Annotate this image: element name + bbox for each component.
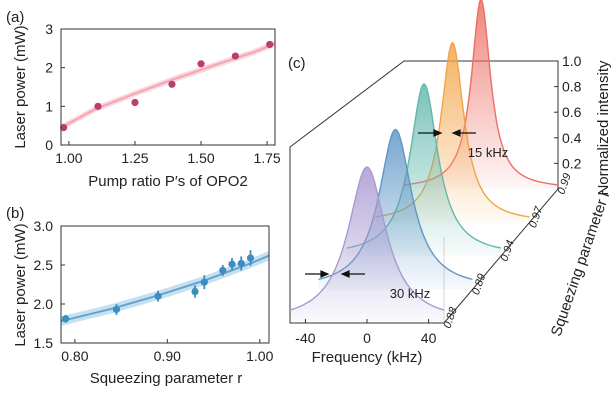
panel-c-x-ticks: -40 0 40 xyxy=(295,319,437,346)
a-band-area xyxy=(61,40,275,131)
data-point xyxy=(60,124,68,132)
data-point xyxy=(231,52,239,60)
panel-c: (c) -40 0 40 0.20.40.60.81.0 0.880.890.940… xyxy=(288,0,613,366)
spectrum-fill-r-0.88 xyxy=(290,167,444,323)
panel-b-points xyxy=(62,250,255,323)
data-point xyxy=(246,254,255,262)
r-tick-label: 0.97 xyxy=(527,204,546,229)
data-point xyxy=(191,287,199,296)
y-tick-label: 2 xyxy=(45,60,53,76)
z-tick-label: 0.6 xyxy=(562,104,582,120)
panel-b: (b) 0.80 0.90 1.00 1.5 2.0 2.5 3.0 Squeezing … xyxy=(6,205,274,387)
panel-a-y-ticks: 0 1 2 3 xyxy=(45,21,65,153)
x-tick-label: 0.80 xyxy=(61,348,88,364)
x-tick-label: 0 xyxy=(363,330,371,346)
panel-c-curves xyxy=(289,0,559,323)
panel-a-fit-band xyxy=(61,40,275,131)
data-point xyxy=(62,315,70,323)
r-tick-label: 0.89 xyxy=(470,272,488,296)
x-tick-label: 0.90 xyxy=(154,348,181,364)
spectrum-line-r-0.88 xyxy=(289,166,445,311)
spectrum-fill-r-0.97 xyxy=(375,42,530,223)
y-tick-label: 1.5 xyxy=(34,335,54,351)
panel-c-r-label: Squeezing parameter r xyxy=(548,189,613,339)
panel-b-y-ticks: 1.5 2.0 2.5 3.0 xyxy=(34,218,65,351)
z-tick-label: 0.2 xyxy=(562,155,582,171)
a-fit-curve xyxy=(60,42,276,129)
b-band-area xyxy=(61,250,269,326)
data-point xyxy=(219,266,227,275)
x-tick-label: 1.25 xyxy=(121,150,148,166)
data-point xyxy=(197,60,205,68)
data-point xyxy=(200,278,208,286)
panel-b-frame xyxy=(60,225,270,344)
y-tick-label: 1 xyxy=(45,98,53,114)
b-fit-curve xyxy=(60,254,270,323)
linewidth-arrows-30khz xyxy=(305,270,365,278)
data-point xyxy=(112,305,121,314)
x-tick-label: -40 xyxy=(295,330,315,346)
panel-b-x-label: Squeezing parameter r xyxy=(90,370,243,387)
y-tick-label: 0 xyxy=(45,137,53,153)
panel-a-frame xyxy=(60,28,276,146)
r-tick-label: 0.94 xyxy=(498,239,516,263)
x-tick-label: 1.75 xyxy=(253,150,280,166)
annotation-15khz: 15 kHz xyxy=(468,145,508,160)
y-tick-label: 3 xyxy=(45,21,53,37)
data-point xyxy=(154,292,162,300)
y-tick-label: 2.0 xyxy=(34,296,54,312)
data-point xyxy=(237,259,245,268)
panel-b-y-label: Laser power (mW) xyxy=(12,223,29,346)
data-point xyxy=(266,40,274,49)
panel-b-fit-band xyxy=(61,250,269,326)
z-tick-label: 0.4 xyxy=(562,130,582,146)
panel-b-fit-line xyxy=(60,254,270,323)
z-tick-label: 0.8 xyxy=(562,79,582,95)
panel-a: (a) 1.00 1.25 1.50 1.75 0 1 2 3 Pump ratio P′s… xyxy=(6,9,281,190)
x-tick-label: 1.00 xyxy=(246,348,273,364)
x-tick-label: 1.50 xyxy=(187,150,214,166)
data-point xyxy=(131,98,139,107)
panel-a-points xyxy=(60,40,274,132)
y-tick-label: 3.0 xyxy=(34,218,54,234)
y-tick-label: 2.5 xyxy=(34,257,54,273)
linewidth-arrows-15khz xyxy=(418,129,476,137)
panel-c-label: (c) xyxy=(288,55,306,72)
data-point xyxy=(94,102,102,110)
panel-a-fit-line xyxy=(60,42,276,129)
panel-a-y-label: Laser power (mW) xyxy=(12,25,29,148)
z-tick-label: 1.0 xyxy=(562,53,582,69)
panel-a-x-label: Pump ratio P′s of OPO2 xyxy=(88,173,248,190)
panel-c-x-label: Frequency (kHz) xyxy=(312,349,423,366)
annotation-30khz: 30 kHz xyxy=(390,286,430,301)
spectrum-fill-r-0.94 xyxy=(347,84,501,256)
panel-a-label: (a) xyxy=(6,9,24,26)
x-tick-label: 1.00 xyxy=(55,150,82,166)
panel-a-x-ticks: 1.00 1.25 1.50 1.75 xyxy=(55,141,281,166)
panel-c-z-label: Normalized intensity xyxy=(595,60,612,196)
spectrum-fill-r-0.99 xyxy=(404,0,558,189)
data-point xyxy=(168,80,176,88)
x-tick-label: 40 xyxy=(421,330,437,346)
spectrum-fill-r-0.89 xyxy=(318,129,473,290)
panel-b-label: (b) xyxy=(6,205,24,222)
panel-b-x-ticks: 0.80 0.90 1.00 xyxy=(61,339,274,364)
data-point xyxy=(228,260,236,268)
panel-c-z-ticks: 0.2 0.4 0.6 0.8 1.0 xyxy=(554,53,582,171)
